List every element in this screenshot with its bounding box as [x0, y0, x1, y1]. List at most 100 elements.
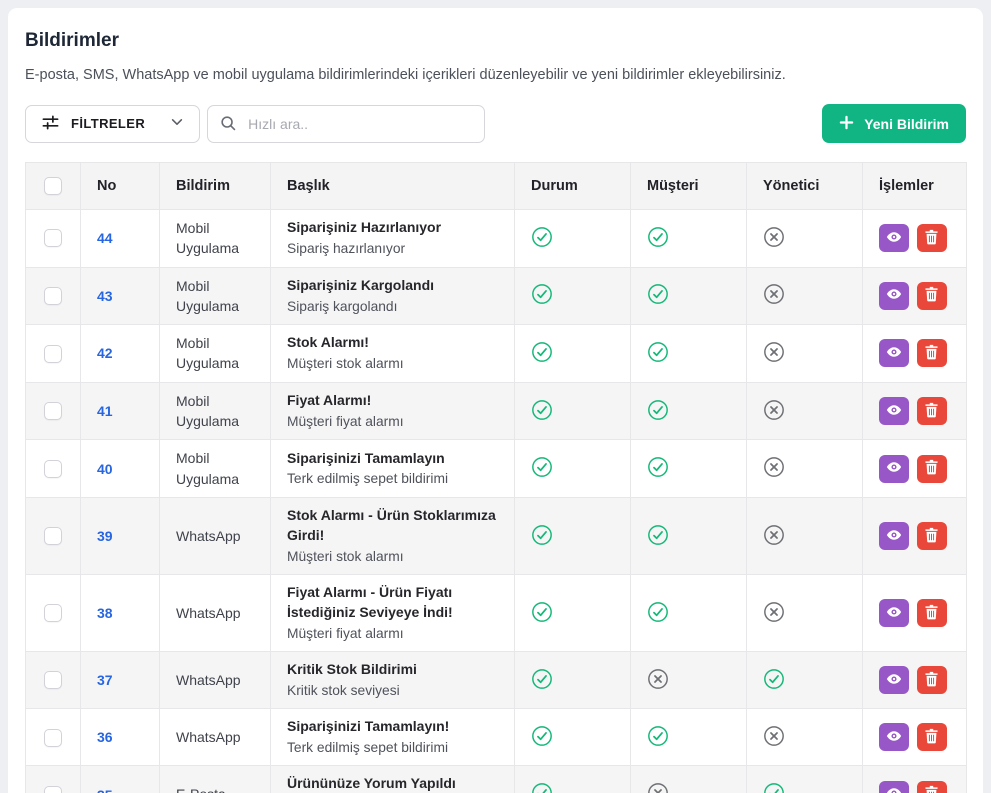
check-circle-icon	[763, 668, 785, 693]
row-checkbox[interactable]	[44, 785, 62, 793]
sliders-icon	[41, 113, 60, 135]
row-number-link[interactable]: 37	[97, 672, 113, 689]
row-select-cell	[25, 266, 81, 326]
view-button[interactable]	[879, 522, 909, 550]
delete-button[interactable]	[916, 522, 947, 550]
row-number-link[interactable]: 44	[97, 230, 113, 247]
row-actions	[862, 266, 967, 326]
row-title-cell: Siparişinizi Tamamlayın Terk edilmiş sep…	[270, 439, 515, 498]
row-checkbox[interactable]	[44, 459, 62, 478]
view-button[interactable]	[879, 281, 909, 310]
delete-button[interactable]	[916, 224, 947, 253]
row-title: Siparişiniz Kargolandı	[287, 276, 435, 293]
x-circle-icon	[763, 601, 785, 626]
page-subtitle: E-posta, SMS, WhatsApp ve mobil uygulama…	[25, 67, 786, 83]
row-number-link[interactable]: 42	[97, 345, 113, 362]
search-input[interactable]	[207, 104, 486, 143]
row-status-yonetici	[746, 439, 863, 498]
row-checkbox[interactable]	[44, 287, 62, 306]
delete-button[interactable]	[916, 666, 947, 695]
row-number-link[interactable]: 43	[97, 287, 113, 304]
row-checkbox[interactable]	[44, 402, 62, 421]
row-status-musteri	[630, 496, 747, 576]
row-title-cell: Siparişiniz Kargolandı Sipariş kargoland…	[270, 266, 515, 326]
row-number-link[interactable]: 36	[97, 729, 113, 746]
row-actions	[862, 324, 967, 383]
view-button[interactable]	[879, 780, 909, 793]
row-select-cell	[25, 574, 81, 653]
check-circle-icon	[531, 668, 553, 693]
table-row: 36 WhatsApp Siparişinizi Tamamlayın! Ter…	[25, 708, 967, 767]
row-actions	[862, 496, 967, 576]
row-checkbox[interactable]	[44, 344, 62, 363]
eye-icon	[885, 343, 903, 364]
view-button[interactable]	[879, 599, 909, 628]
row-status-durum	[514, 574, 631, 653]
trash-icon	[924, 671, 939, 690]
row-status-durum	[514, 324, 631, 383]
new-notification-button[interactable]: Yeni Bildirim	[822, 104, 966, 143]
row-actions	[862, 209, 967, 268]
row-channel: WhatsApp	[159, 651, 271, 710]
row-number-link[interactable]: 38	[97, 605, 113, 622]
x-circle-icon	[763, 399, 785, 424]
row-title-cell: Stok Alarmı - Ürün Stoklarımıza Girdi! M…	[270, 496, 515, 576]
row-checkbox[interactable]	[44, 604, 62, 623]
row-status-yonetici	[746, 765, 863, 793]
row-subtitle: Müşteri stok alarmı	[287, 548, 404, 564]
view-button[interactable]	[879, 224, 909, 253]
row-title-cell: Ürününüze Yorum Yapıldı Yeni yorum	[270, 765, 515, 793]
delete-button[interactable]	[916, 599, 947, 628]
delete-button[interactable]	[916, 281, 947, 310]
eye-icon	[885, 727, 903, 748]
header-durum: Durum	[514, 162, 631, 210]
select-all-checkbox[interactable]	[44, 177, 62, 195]
row-number-cell: 36	[80, 708, 160, 767]
row-checkbox[interactable]	[44, 527, 62, 546]
row-status-yonetici	[746, 209, 863, 268]
row-select-cell	[25, 209, 81, 268]
delete-button[interactable]	[916, 339, 947, 368]
row-number-link[interactable]: 41	[97, 403, 113, 420]
toolbar: FİLTRELER	[25, 104, 966, 143]
row-title-cell: Siparişiniz Hazırlanıyor Sipariş hazırla…	[270, 209, 515, 268]
view-button[interactable]	[879, 339, 909, 368]
plus-icon	[839, 115, 854, 133]
row-number-cell: 39	[80, 496, 160, 576]
table-row: 35 E-Posta Ürününüze Yorum Yapıldı Yeni …	[25, 765, 967, 793]
row-status-yonetici	[746, 381, 863, 441]
row-status-durum	[514, 439, 631, 498]
view-button[interactable]	[879, 666, 909, 695]
delete-button[interactable]	[916, 397, 947, 426]
row-number-cell: 37	[80, 651, 160, 710]
row-subtitle: Müşteri fiyat alarmı	[287, 413, 404, 429]
row-number-link[interactable]: 39	[97, 528, 113, 544]
row-channel: Mobil Uygulama	[159, 381, 271, 441]
eye-icon	[885, 670, 903, 691]
row-status-durum	[514, 651, 631, 710]
row-checkbox[interactable]	[44, 671, 62, 690]
view-button[interactable]	[879, 454, 909, 483]
row-number-link[interactable]: 40	[97, 460, 113, 477]
row-subtitle: Sipariş kargolandı	[287, 298, 398, 314]
row-number-link[interactable]: 35	[97, 787, 113, 793]
row-status-musteri	[630, 439, 747, 498]
table-row: 40 Mobil Uygulama Siparişinizi Tamamlayı…	[25, 439, 967, 498]
row-status-durum	[514, 266, 631, 326]
delete-button[interactable]	[916, 780, 947, 793]
row-channel: Mobil Uygulama	[159, 209, 271, 268]
row-checkbox[interactable]	[44, 728, 62, 747]
view-button[interactable]	[879, 723, 909, 752]
row-subtitle: Terk edilmiş sepet bildirimi	[287, 471, 449, 487]
delete-button[interactable]	[916, 454, 947, 483]
row-status-musteri	[630, 324, 747, 383]
check-circle-icon	[531, 341, 553, 366]
row-checkbox[interactable]	[44, 229, 62, 248]
trash-icon	[924, 229, 939, 248]
trash-icon	[924, 785, 939, 793]
row-number-cell: 41	[80, 381, 160, 441]
check-circle-icon	[531, 456, 553, 481]
filters-button[interactable]: FİLTRELER	[25, 104, 201, 143]
delete-button[interactable]	[916, 723, 947, 752]
view-button[interactable]	[879, 397, 909, 426]
